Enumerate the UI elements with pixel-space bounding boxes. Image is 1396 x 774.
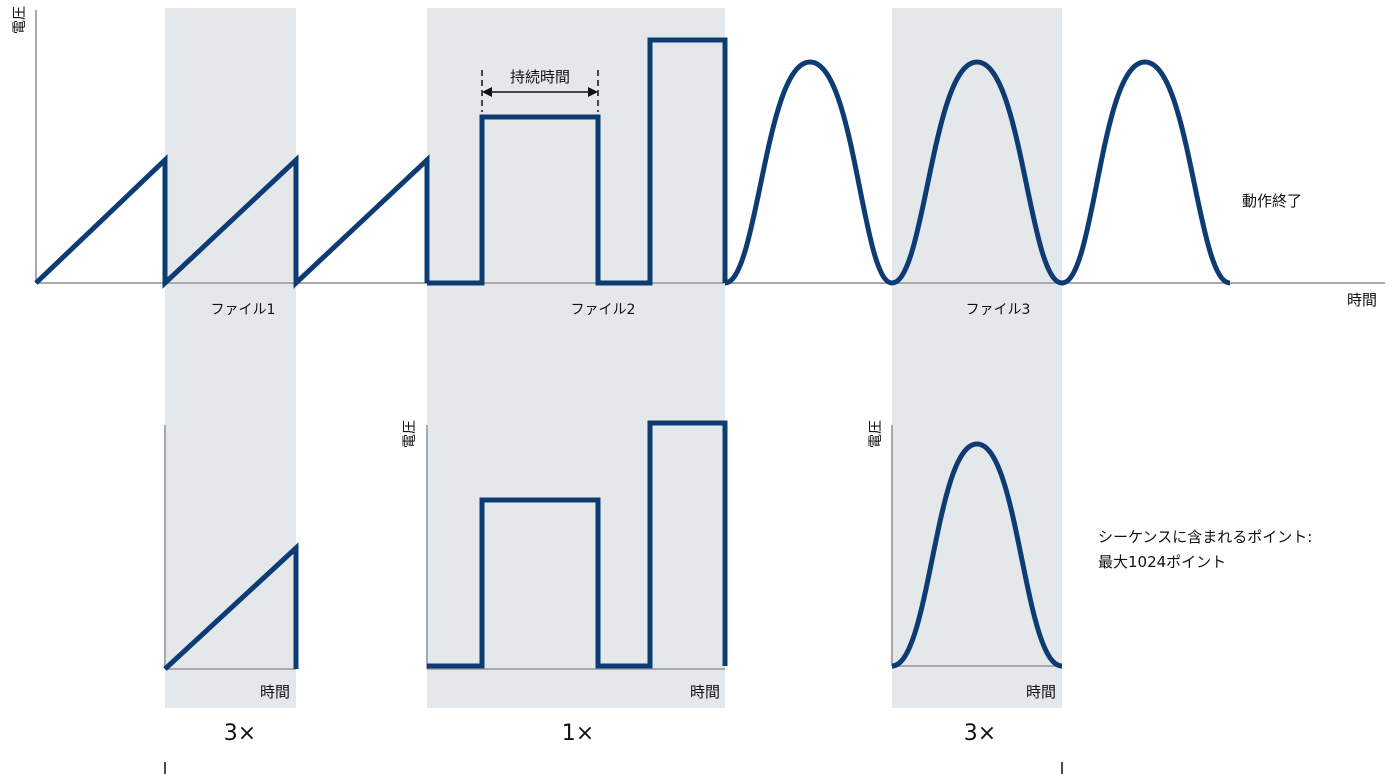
file1-shade [165, 8, 296, 708]
end-of-operation-label: 動作終了 [1242, 192, 1302, 210]
points-label-line2: 最大1024ポイント [1098, 553, 1226, 571]
points-label-line1: シーケンスに含まれるポイント: [1098, 528, 1312, 546]
file3-voltage-label: 電圧 [868, 420, 884, 448]
duration-label: 持続時間 [510, 68, 570, 86]
file2-plot: 電圧 時間 1× [402, 420, 728, 746]
file3-gaussian-wave [891, 441, 1063, 669]
file2-time-label: 時間 [690, 683, 720, 701]
file3-time-label: 時間 [1026, 683, 1056, 701]
top-ramp-wave [34, 154, 430, 289]
file1-ramp-wave [163, 542, 299, 671]
duration-marker: 持続時間 [481, 68, 599, 112]
top-gaussian-wave [724, 59, 1231, 286]
file1-time-label: 時間 [260, 683, 290, 701]
top-step-wave [427, 37, 728, 286]
file3-shade [892, 8, 1062, 708]
file2-label: ファイル2 [571, 302, 636, 318]
top-y-axis-label: 電圧 [12, 6, 28, 34]
file1-plot: 時間 3× [163, 425, 299, 746]
file3-plot: 電圧 時間 3× [868, 420, 1063, 746]
file2-voltage-label: 電圧 [402, 420, 418, 448]
file2-step-wave [427, 420, 728, 669]
top-x-axis-label: 時間 [1347, 291, 1377, 309]
top-plot: 電圧 時間 持続時間 動作終了 ファイル1 ファイル2 ファイル3 [12, 6, 1385, 318]
file2-shade [427, 8, 725, 708]
file1-label: ファイル1 [211, 302, 276, 318]
file2-repeat-label: 1× [562, 721, 594, 746]
file3-label: ファイル3 [966, 302, 1031, 318]
file1-repeat-label: 3× [224, 721, 256, 746]
file3-repeat-label: 3× [964, 721, 996, 746]
